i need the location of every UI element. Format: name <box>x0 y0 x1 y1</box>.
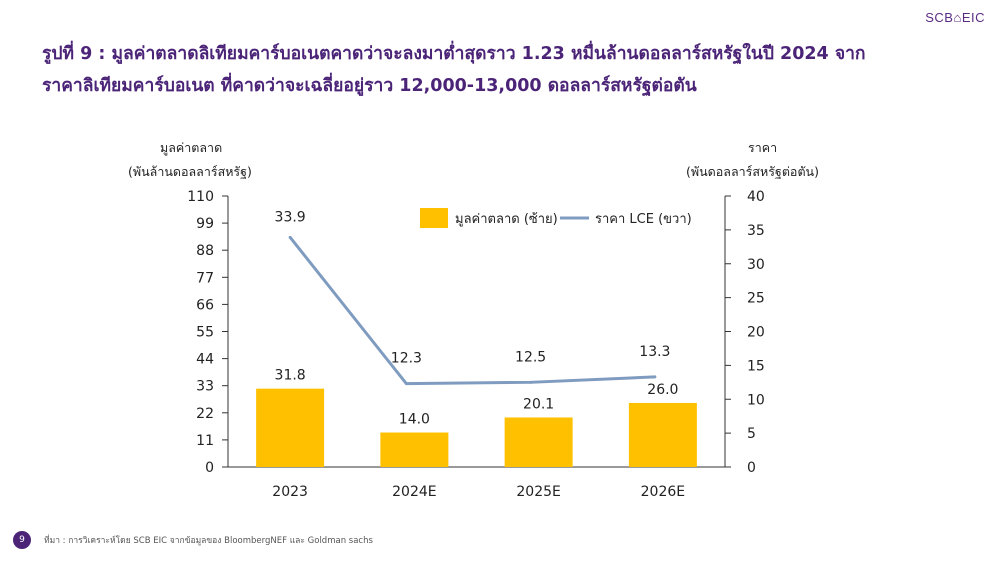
brand-logo: SCB⌂EIC <box>925 10 985 25</box>
right-tick-label: 5 <box>747 426 756 442</box>
left-tick-label: 77 <box>196 270 214 286</box>
right-tick-label: 35 <box>747 223 765 239</box>
bar-2025E <box>504 417 573 467</box>
title-line-2: ราคาลิเทียมคาร์บอเนต ที่คาดว่าจะเฉลี่ยอย… <box>42 76 697 96</box>
bar-value-label: 31.8 <box>275 368 306 384</box>
left-tick-label: 44 <box>196 352 214 368</box>
price-point <box>653 375 657 379</box>
left-tick-label: 99 <box>196 216 214 232</box>
price-value-label: 33.9 <box>275 209 306 225</box>
legend-bar-label: มูลค่าตลาด (ซ้าย) <box>455 212 558 227</box>
source-note: ที่มา : การวิเคราะห์โดย SCB EIC จากข้อมู… <box>44 536 373 546</box>
right-tick-label: 40 <box>747 189 765 205</box>
legend-bar-swatch <box>420 208 448 228</box>
left-tick-label: 11 <box>196 433 214 449</box>
left-tick-label: 22 <box>196 406 214 422</box>
price-value-label: 12.5 <box>515 349 546 365</box>
bar-2026E <box>628 402 697 467</box>
right-tick-label: 25 <box>747 291 765 307</box>
left-tick-label: 88 <box>196 243 214 259</box>
bar-value-label: 20.1 <box>523 396 554 412</box>
right-tick-label: 30 <box>747 257 765 273</box>
price-point <box>529 380 533 384</box>
page-title: รูปที่ 9 : มูลค่าตลาดลิเทียมคาร์บอเนตคาด… <box>42 38 972 102</box>
bar-value-label: 26.0 <box>647 382 678 398</box>
x-tick-label: 2024E <box>392 484 436 500</box>
right-tick-label: 20 <box>747 325 765 341</box>
x-tick-label: 2025E <box>516 484 560 500</box>
right-axis-title-1: ราคา <box>748 140 778 155</box>
left-tick-label: 66 <box>196 297 214 313</box>
x-tick-label: 2026E <box>641 484 685 500</box>
right-axis-title-2: (พันดอลลาร์สหรัฐต่อตัน) <box>686 164 819 179</box>
price-line <box>288 236 655 386</box>
bar-2024E <box>380 432 449 467</box>
bar-2023 <box>256 388 325 467</box>
left-tick-label: 110 <box>187 189 214 205</box>
x-tick-label: 2023 <box>272 484 308 500</box>
right-tick-label: 15 <box>747 358 765 374</box>
right-tick-label: 10 <box>747 392 765 408</box>
price-value-label: 12.3 <box>391 351 422 367</box>
left-tick-label: 33 <box>196 379 214 395</box>
price-value-label: 13.3 <box>639 344 670 360</box>
left-tick-label: 55 <box>196 325 214 341</box>
page-number-badge: 9 <box>13 531 31 549</box>
price-point <box>288 235 292 239</box>
price-point <box>404 382 408 386</box>
left-tick-label: 0 <box>205 460 214 476</box>
legend-line-label: ราคา LCE (ขวา) <box>595 212 692 227</box>
bar-value-label: 14.0 <box>399 412 430 428</box>
left-axis-title-1: มูลค่าตลาด <box>160 140 223 155</box>
left-axis-title-2: (พันล้านดอลลาร์สหรัฐ) <box>128 164 252 179</box>
right-tick-label: 0 <box>747 460 756 476</box>
title-line-1: รูปที่ 9 : มูลค่าตลาดลิเทียมคาร์บอเนตคาด… <box>42 44 866 64</box>
